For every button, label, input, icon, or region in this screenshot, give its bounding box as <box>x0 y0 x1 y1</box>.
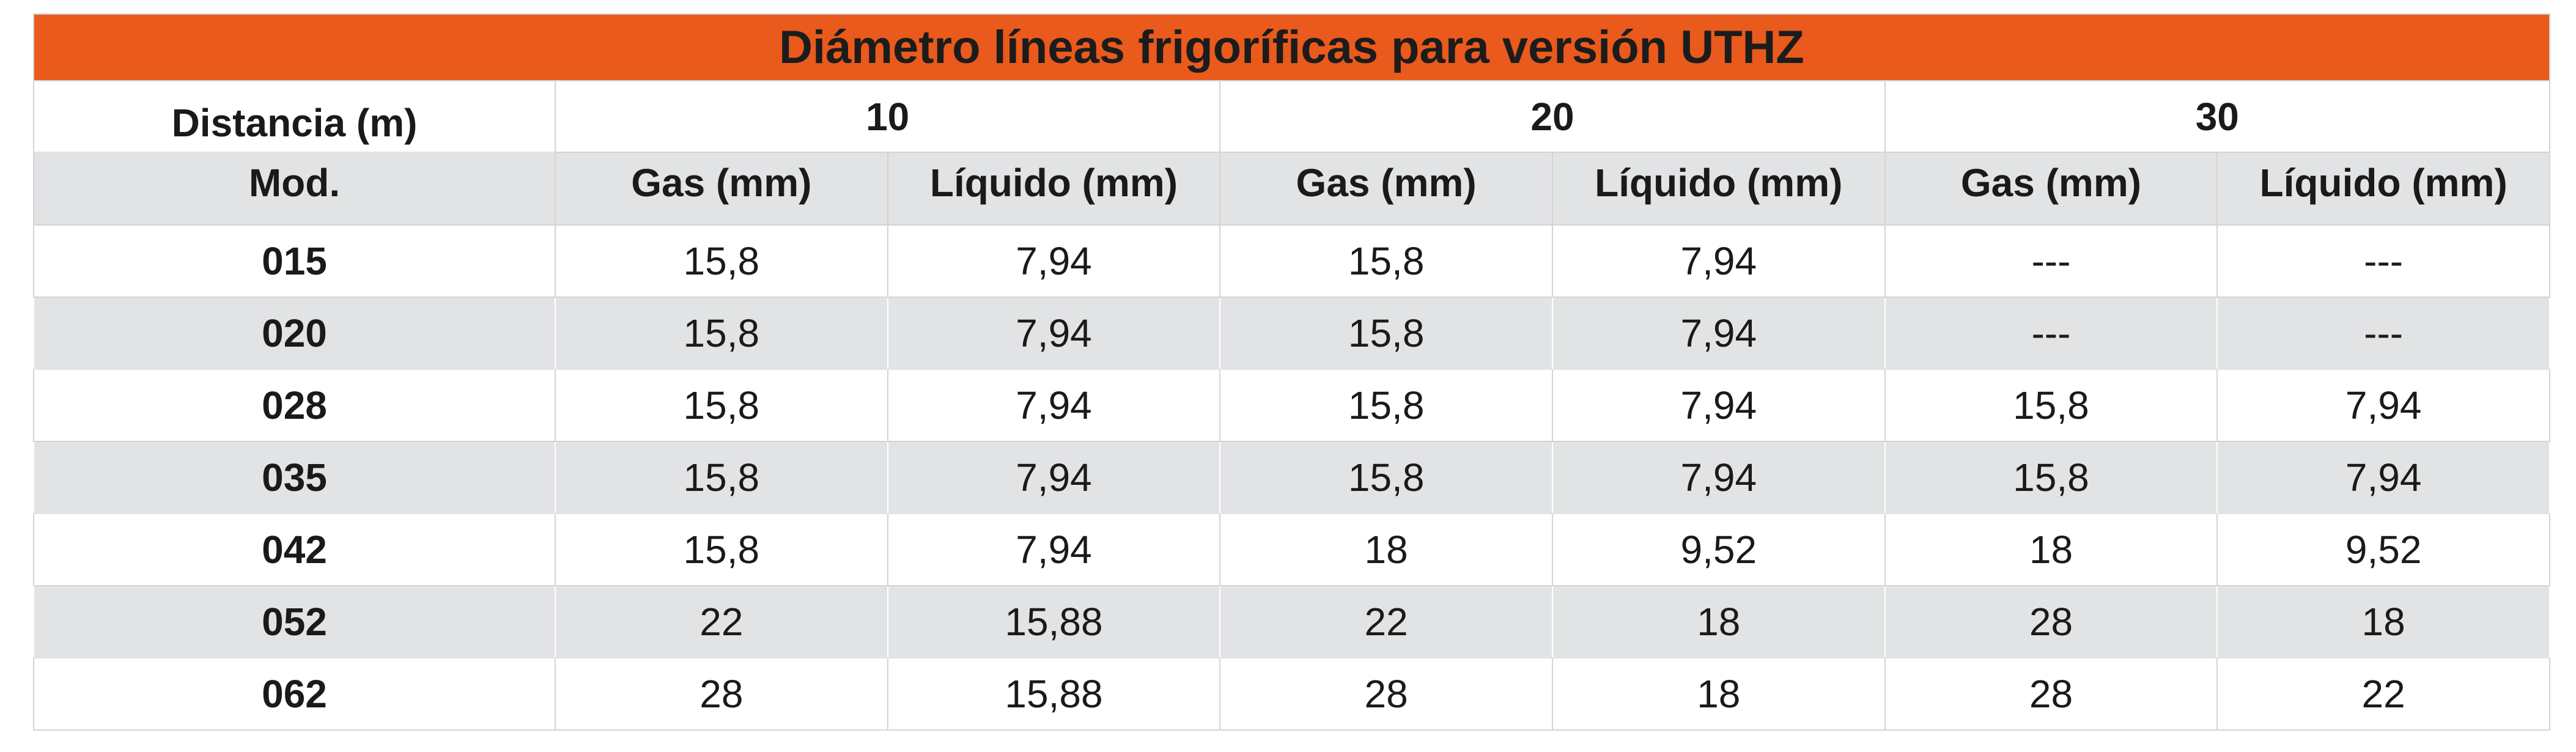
value-cell: 15,8 <box>1219 224 1553 298</box>
column-header-text: Gas (mm) <box>1960 160 2142 205</box>
value-cell: 7,94 <box>2216 369 2550 442</box>
value-cell: 28 <box>555 657 888 731</box>
model-cell: 015 <box>33 224 556 298</box>
value-cell: 9,52 <box>2216 513 2550 586</box>
distance-header-row: Distancia (m) 10 20 30 <box>33 80 2550 153</box>
value-cell: 9,52 <box>1551 513 1886 586</box>
value-cell: 15,88 <box>887 585 1221 658</box>
model-cell: 028 <box>33 369 556 442</box>
value-cell: 22 <box>1219 585 1553 658</box>
column-header-text: Gas (mm) <box>1296 160 1477 205</box>
value-cell: 15,88 <box>887 657 1221 731</box>
value-cell: 7,94 <box>887 224 1221 298</box>
column-header: Líquido (mm) <box>1551 152 1886 226</box>
model-cell: 062 <box>33 657 556 731</box>
value-cell: --- <box>2216 224 2550 298</box>
value-cell: 7,94 <box>887 441 1221 514</box>
value-cell: 7,94 <box>1551 297 1886 370</box>
distance-header: 20 <box>1219 80 1886 153</box>
value-cell: 28 <box>1219 657 1553 731</box>
table-row: 035 15,8 7,94 15,8 7,94 15,8 7,94 <box>33 441 2550 514</box>
column-header: Gas (mm) <box>555 152 888 226</box>
value-cell: 15,8 <box>555 297 888 370</box>
value-cell: 7,94 <box>1551 441 1886 514</box>
column-header-text: Líquido (mm) <box>2259 160 2508 205</box>
distance-header: 10 <box>554 80 1221 153</box>
column-header: Líquido (mm) <box>887 152 1221 226</box>
value-cell: 15,8 <box>1219 297 1553 370</box>
column-header: Gas (mm) <box>1884 152 2218 226</box>
value-cell: 28 <box>1884 657 2218 731</box>
value-cell: --- <box>1884 224 2218 298</box>
value-cell: 7,94 <box>2216 441 2550 514</box>
value-cell: 22 <box>555 585 888 658</box>
column-header: Líquido (mm) <box>2216 152 2550 226</box>
value-cell: 15,8 <box>1219 369 1553 442</box>
value-cell: 15,8 <box>1219 441 1553 514</box>
value-cell: 22 <box>2216 657 2550 731</box>
table-row: 062 28 15,88 28 18 28 22 <box>33 657 2550 731</box>
value-cell: 18 <box>1551 657 1886 731</box>
value-cell: 7,94 <box>887 369 1221 442</box>
value-cell: 18 <box>1219 513 1553 586</box>
value-cell: 15,8 <box>555 441 888 514</box>
value-cell: 7,94 <box>887 297 1221 370</box>
value-cell: 7,94 <box>1551 224 1886 298</box>
value-cell: 18 <box>1551 585 1886 658</box>
table-row: 052 22 15,88 22 18 28 18 <box>33 585 2550 658</box>
value-cell: 15,8 <box>555 369 888 442</box>
value-cell: --- <box>2216 297 2550 370</box>
table-row: 042 15,8 7,94 18 9,52 18 9,52 <box>33 513 2550 586</box>
distance-label-text: Distancia (m) <box>171 101 418 145</box>
column-header-text: Gas (mm) <box>631 160 812 205</box>
distance-header: 30 <box>1884 80 2550 153</box>
column-header: Gas (mm) <box>1219 152 1553 226</box>
value-cell: 15,8 <box>555 513 888 586</box>
model-cell: 042 <box>33 513 556 586</box>
value-cell: 7,94 <box>887 513 1221 586</box>
model-cell: 052 <box>33 585 556 658</box>
value-cell: 15,8 <box>1884 441 2218 514</box>
distance-label: Distancia (m) <box>33 80 556 153</box>
column-header-row: Mod. Gas (mm) Líquido (mm) Gas (mm) Líqu… <box>33 152 2550 226</box>
model-cell: 035 <box>33 441 556 514</box>
value-cell: 7,94 <box>1551 369 1886 442</box>
model-cell: 020 <box>33 297 556 370</box>
value-cell: 18 <box>2216 585 2550 658</box>
model-label: Mod. <box>33 152 556 226</box>
column-header-text: Líquido (mm) <box>929 160 1178 205</box>
table-title: Diámetro líneas frigoríficas para versió… <box>33 13 2550 81</box>
value-cell: 15,8 <box>555 224 888 298</box>
table-row: 028 15,8 7,94 15,8 7,94 15,8 7,94 <box>33 369 2550 442</box>
model-label-text: Mod. <box>248 160 341 205</box>
value-cell: 28 <box>1884 585 2218 658</box>
table-row: 020 15,8 7,94 15,8 7,94 --- --- <box>33 297 2550 370</box>
value-cell: --- <box>1884 297 2218 370</box>
table-title-row: Diámetro líneas frigoríficas para versió… <box>33 13 2550 81</box>
value-cell: 15,8 <box>1884 369 2218 442</box>
column-header-text: Líquido (mm) <box>1595 160 1843 205</box>
refrigerant-lines-table: Diámetro líneas frigoríficas para versió… <box>33 13 2550 731</box>
value-cell: 18 <box>1884 513 2218 586</box>
table-row: 015 15,8 7,94 15,8 7,94 --- --- <box>33 224 2550 298</box>
